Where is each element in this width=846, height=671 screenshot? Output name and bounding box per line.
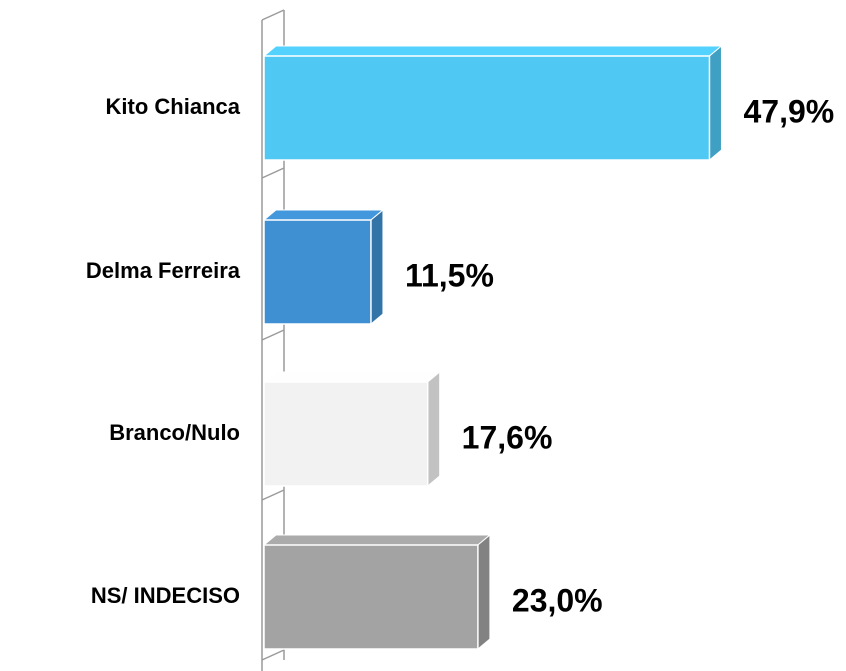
category-label: Branco/Nulo: [109, 420, 240, 445]
bar-top: [262, 371, 442, 383]
category-label: Delma Ferreira: [86, 258, 241, 283]
category-label: NS/ INDECISO: [91, 583, 240, 608]
bar-side: [427, 370, 441, 488]
bar: [263, 219, 372, 325]
bar-side: [370, 208, 384, 326]
bar-side: [708, 44, 722, 162]
bar: [263, 544, 479, 650]
bar-top: [262, 209, 385, 221]
bar-top: [262, 534, 492, 546]
bar: [263, 55, 711, 161]
value-label: 11,5%: [405, 257, 494, 293]
value-label: 47,9%: [743, 93, 834, 129]
value-label: 23,0%: [512, 582, 603, 618]
bar-side: [477, 533, 491, 651]
category-label: Kito Chianca: [106, 94, 241, 119]
value-label: 17,6%: [462, 419, 553, 455]
bar-top: [262, 45, 723, 57]
bar: [263, 381, 429, 487]
